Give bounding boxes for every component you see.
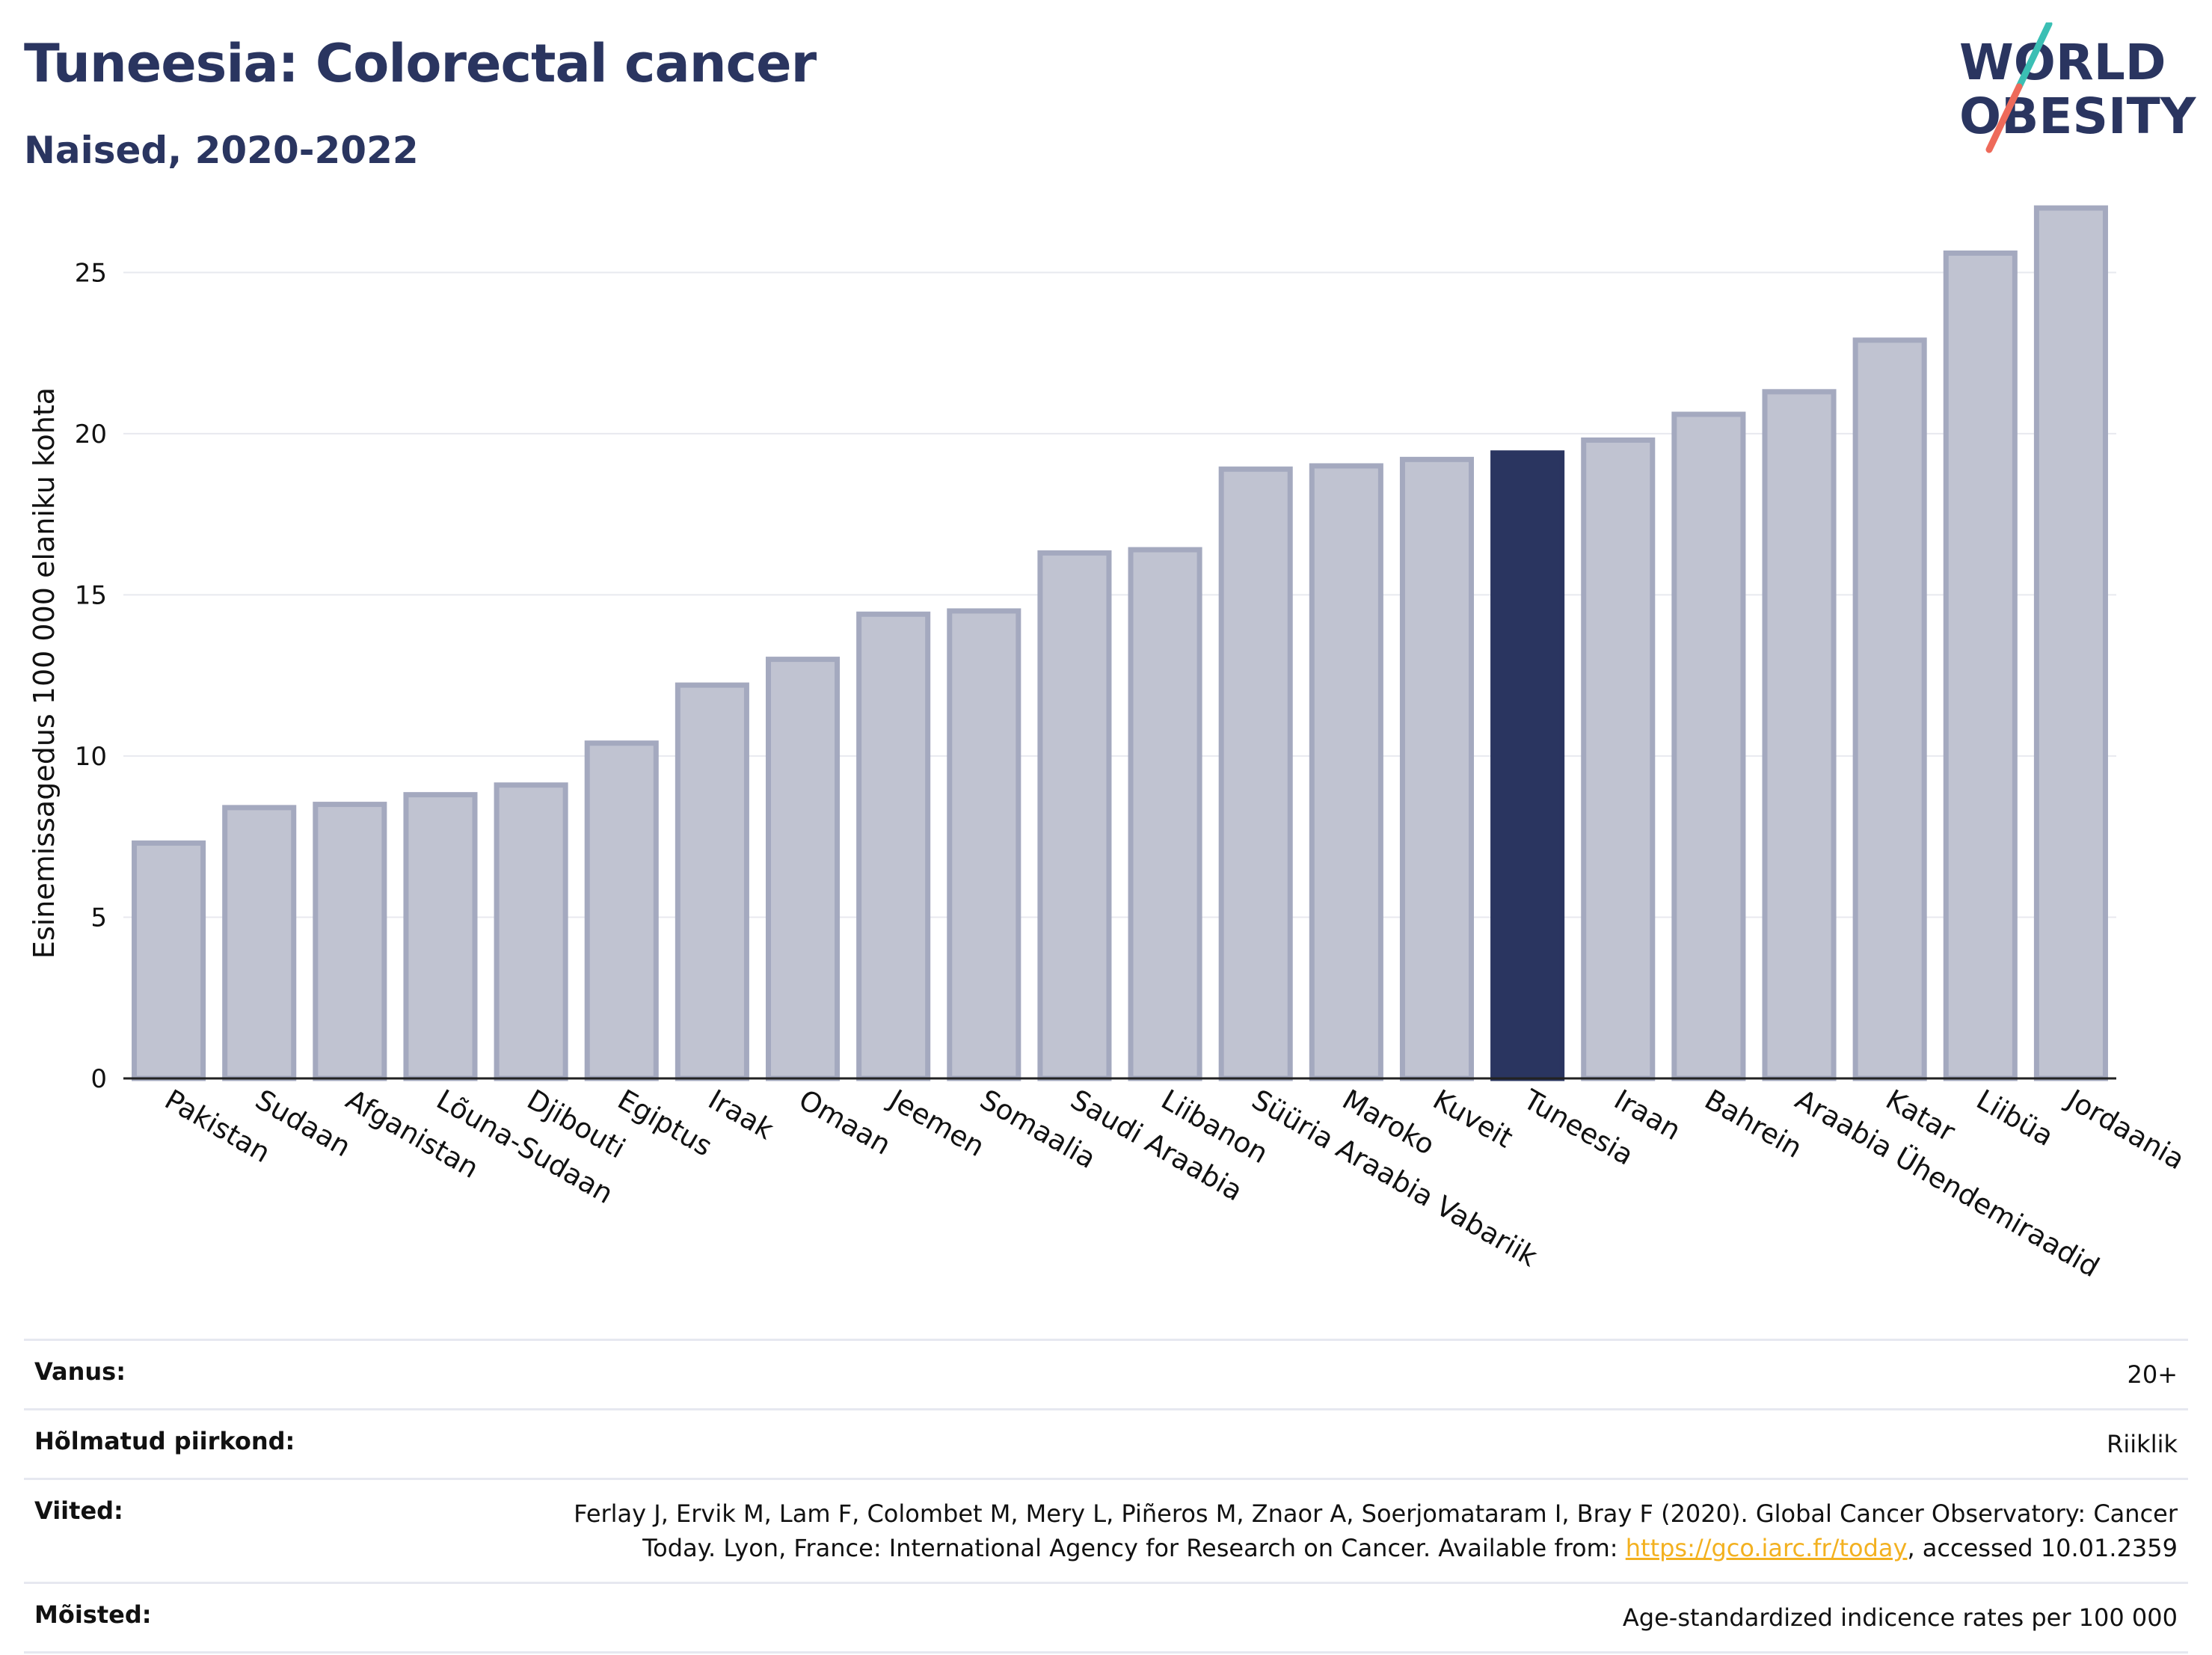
- world-obesity-logo: WORLD OBESITY: [1959, 22, 2197, 153]
- bar-liibüa[interactable]: [1943, 250, 2018, 1081]
- info-value: 20+: [2127, 1360, 2178, 1389]
- x-tick-label: Kuveit: [1428, 1084, 1518, 1155]
- bar-katar[interactable]: [1852, 337, 1927, 1081]
- y-tick-label: 5: [90, 903, 107, 933]
- info-row-definitions: Mõisted: Age-standardized indicence rate…: [24, 1582, 2188, 1654]
- bar-chart: 0510152025PakistanSudaanAfganistanLõuna-…: [28, 205, 2190, 1283]
- y-tick-label: 20: [75, 420, 107, 449]
- bar-omaan[interactable]: [765, 657, 841, 1081]
- reference-text: Ferlay J, Ervik M, Lam F, Colombet M, Me…: [574, 1499, 2178, 1562]
- bar-araabia-ühendemiraadid[interactable]: [1762, 389, 1837, 1081]
- bar-somaalia[interactable]: [947, 608, 1021, 1081]
- info-value: Riiklik: [2107, 1430, 2178, 1458]
- bar-süüria-araabia-vabariik[interactable]: [1218, 466, 1293, 1081]
- info-label: Viited:: [34, 1496, 123, 1525]
- bar-pakistan[interactable]: [132, 840, 206, 1081]
- x-tick-label: Jeemen: [882, 1083, 989, 1164]
- info-row-age: Vanus: 20+: [24, 1339, 2188, 1408]
- bar-kuveit[interactable]: [1399, 456, 1475, 1081]
- bars: [132, 205, 2108, 1081]
- bar-bahrein[interactable]: [1671, 411, 1746, 1081]
- info-label: Hõlmatud piirkond:: [34, 1427, 295, 1455]
- y-tick-label: 15: [75, 580, 107, 610]
- info-label: Vanus:: [34, 1357, 126, 1386]
- reference-text-after: , accessed 10.01.2359: [1907, 1534, 2178, 1562]
- info-value: Age-standardized indicence rates per 100…: [1622, 1603, 2178, 1632]
- bar-sudaan[interactable]: [222, 805, 297, 1081]
- x-tick-label: Jordaania: [2060, 1083, 2190, 1176]
- x-tick-label: Bahrein: [1699, 1084, 1807, 1164]
- bar-iraan[interactable]: [1581, 437, 1656, 1081]
- info-label: Mõisted:: [34, 1600, 152, 1629]
- bar-maroko[interactable]: [1309, 463, 1383, 1081]
- y-axis-label: Esinemissagedus 100 000 elaniku kohta: [28, 387, 61, 959]
- page-title: Tuneesia: Colorectal cancer: [24, 33, 817, 94]
- info-value: Ferlay J, Ervik M, Lam F, Colombet M, Me…: [570, 1496, 2178, 1565]
- x-tick-label: Omaan: [793, 1084, 897, 1161]
- page-subtitle: Naised, 2020-2022: [24, 129, 419, 172]
- bar-afganistan[interactable]: [313, 802, 387, 1081]
- bar-liibanon[interactable]: [1128, 547, 1202, 1081]
- y-tick-label: 10: [75, 742, 107, 772]
- info-row-region: Hõlmatud piirkond: Riiklik: [24, 1408, 2188, 1478]
- x-tick-label: Liibüa: [1971, 1084, 2059, 1153]
- bar-djibouti[interactable]: [494, 782, 568, 1081]
- svg-text:WORLD: WORLD: [1959, 34, 2166, 91]
- y-tick-label: 0: [90, 1064, 107, 1094]
- reference-link[interactable]: https://gco.iarc.fr/today: [1625, 1534, 1908, 1562]
- bar-iraak[interactable]: [675, 682, 749, 1081]
- bar-tuneesia[interactable]: [1490, 450, 1565, 1081]
- bar-jeemen[interactable]: [856, 611, 931, 1081]
- bar-lõuna-sudaan[interactable]: [403, 792, 478, 1081]
- y-tick-label: 25: [75, 258, 107, 288]
- info-row-references: Viited: Ferlay J, Ervik M, Lam F, Colomb…: [24, 1478, 2188, 1582]
- info-table: Vanus: 20+ Hõlmatud piirkond: Riiklik Vi…: [24, 1339, 2188, 1654]
- bar-egiptus[interactable]: [584, 740, 659, 1081]
- x-tick-label: Egiptus: [612, 1084, 718, 1163]
- bar-saudi-araabia[interactable]: [1037, 550, 1112, 1081]
- bar-jordaania[interactable]: [2033, 205, 2108, 1081]
